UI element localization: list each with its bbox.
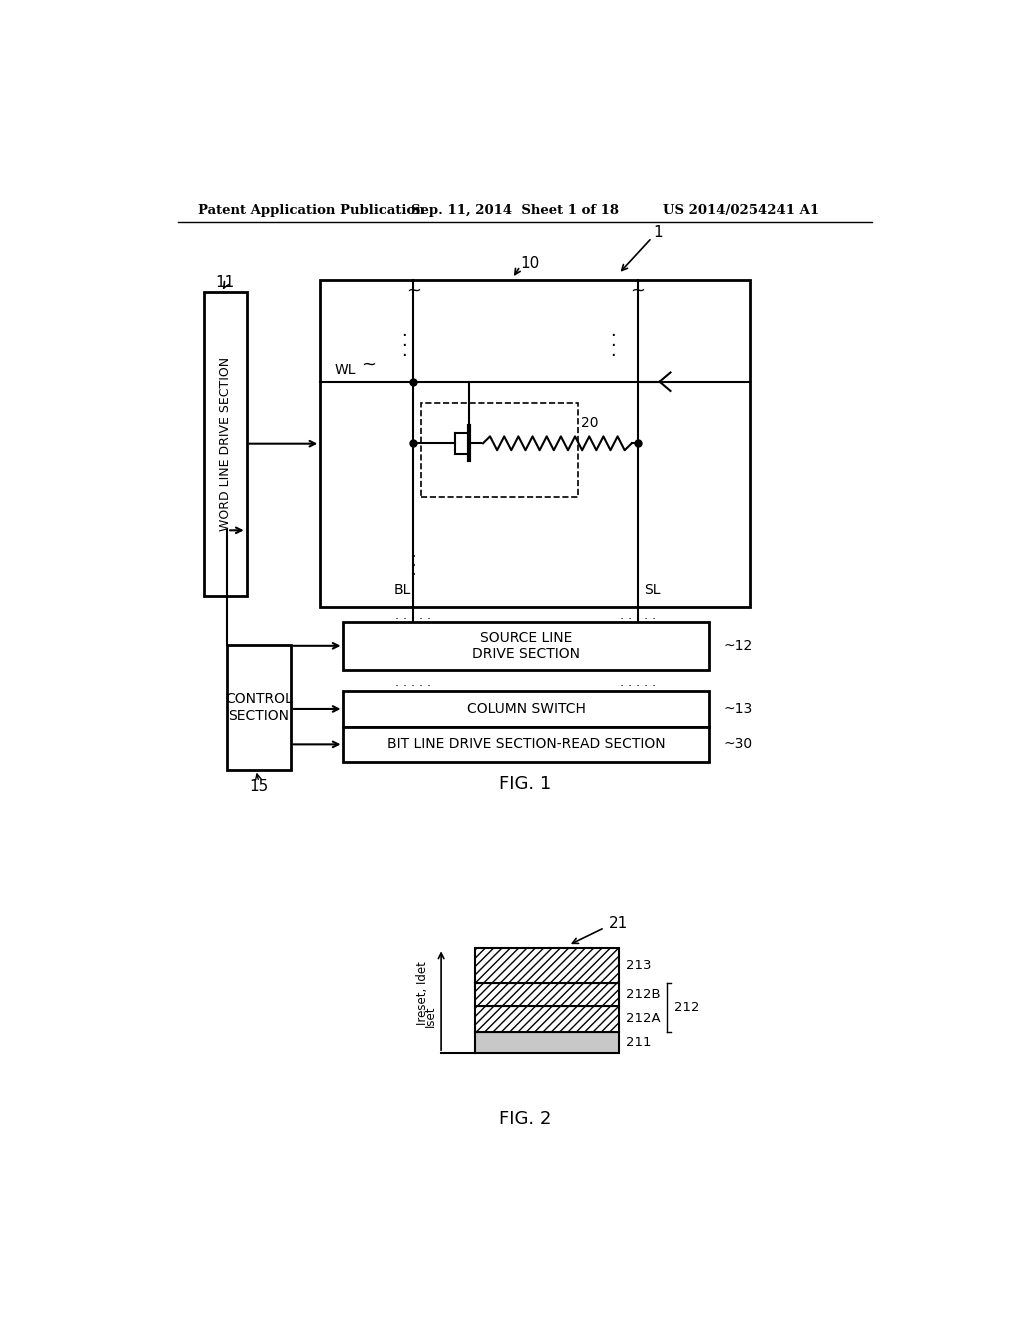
Text: BL: BL	[394, 583, 412, 598]
Text: ~: ~	[631, 281, 645, 300]
Text: 11: 11	[216, 275, 234, 290]
Text: 211: 211	[627, 1036, 652, 1049]
Text: WORD LINE DRIVE SECTION: WORD LINE DRIVE SECTION	[219, 356, 231, 531]
Text: SL: SL	[644, 583, 660, 598]
Text: .: .	[610, 342, 616, 360]
Bar	[343, 726, 710, 762]
Text: 20: 20	[582, 416, 599, 429]
Text: SOURCE LINE
DRIVE SECTION: SOURCE LINE DRIVE SECTION	[472, 631, 581, 661]
Text: Ireset, Idet: Ireset, Idet	[416, 961, 429, 1026]
Text: 22: 22	[459, 474, 476, 487]
Text: FIG. 1: FIG. 1	[499, 775, 551, 792]
Text: 21: 21	[549, 474, 566, 487]
Text: ~30: ~30	[723, 738, 753, 751]
Text: 212B: 212B	[627, 989, 660, 1001]
Text: 10: 10	[520, 256, 540, 271]
Bar	[227, 645, 291, 770]
Text: Iset: Iset	[424, 1006, 436, 1027]
Text: .: .	[610, 322, 616, 339]
Text: 213: 213	[627, 960, 652, 973]
Bar	[475, 949, 618, 983]
Text: COLUMN SWITCH: COLUMN SWITCH	[467, 702, 586, 715]
Bar	[475, 1006, 618, 1032]
Text: 21: 21	[609, 916, 629, 932]
Text: ~: ~	[406, 281, 421, 300]
Text: Sep. 11, 2014  Sheet 1 of 18: Sep. 11, 2014 Sheet 1 of 18	[411, 205, 618, 218]
Text: 212: 212	[675, 1001, 699, 1014]
Text: BIT LINE DRIVE SECTION-READ SECTION: BIT LINE DRIVE SECTION-READ SECTION	[387, 738, 666, 751]
Bar	[204, 292, 247, 595]
Text: WL: WL	[334, 363, 355, 378]
Text: . . . . .: . . . . .	[395, 610, 431, 622]
Text: .: .	[411, 552, 416, 570]
Text: .: .	[401, 342, 407, 360]
Bar	[475, 983, 618, 1006]
Text: . . . . .: . . . . .	[395, 676, 431, 689]
Text: .: .	[411, 543, 416, 561]
Text: .: .	[401, 331, 407, 350]
Text: .: .	[401, 322, 407, 339]
Text: US 2014/0254241 A1: US 2014/0254241 A1	[663, 205, 819, 218]
Bar	[343, 622, 710, 669]
Bar	[343, 692, 710, 726]
Bar	[421, 404, 578, 498]
Text: . . . . .: . . . . .	[620, 610, 656, 622]
Text: FIG. 2: FIG. 2	[499, 1110, 551, 1129]
Text: ~: ~	[360, 356, 376, 374]
Text: .: .	[411, 561, 416, 579]
Text: . . . . .: . . . . .	[620, 676, 656, 689]
Text: 212A: 212A	[627, 1012, 660, 1026]
Text: .: .	[610, 331, 616, 350]
Bar	[321, 280, 751, 607]
Text: 15: 15	[250, 779, 268, 795]
Text: 1: 1	[653, 224, 664, 240]
Text: ~12: ~12	[723, 639, 753, 653]
Text: CONTROL
SECTION: CONTROL SECTION	[225, 692, 293, 722]
Text: ~13: ~13	[723, 702, 753, 715]
Bar	[475, 1032, 618, 1053]
Text: Patent Application Publication: Patent Application Publication	[198, 205, 425, 218]
